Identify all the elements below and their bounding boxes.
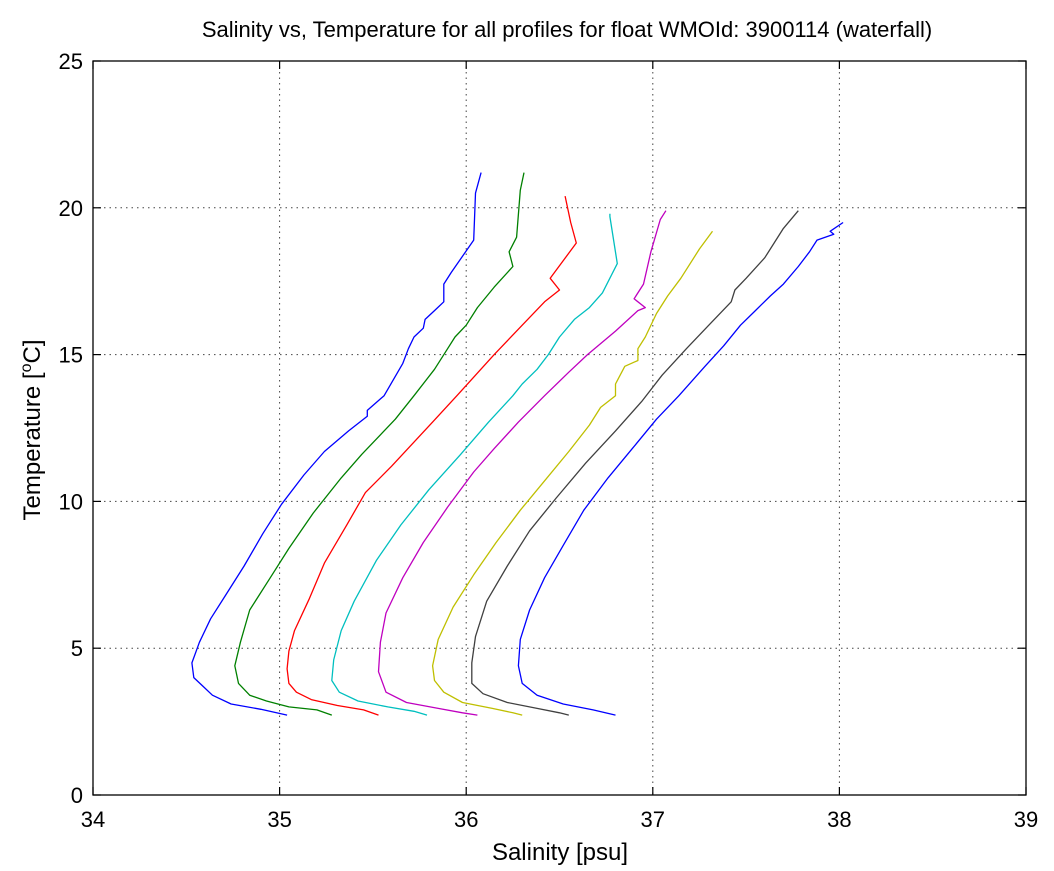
series-line-3 <box>286 195 577 716</box>
y-tick-label: 15 <box>59 343 83 368</box>
y-axis-label-sup: o <box>18 363 35 372</box>
x-axis-label: Salinity [psu] <box>492 839 628 866</box>
y-tick-label: 25 <box>59 49 83 74</box>
y-tick-label: 0 <box>71 783 83 808</box>
series-line-1 <box>191 172 482 716</box>
x-tick-label: 36 <box>454 807 478 832</box>
series-line-7 <box>471 210 799 716</box>
series-line-2 <box>234 172 525 716</box>
x-tick-label: 39 <box>1014 807 1038 832</box>
series-group <box>191 172 844 716</box>
y-axis-label-main: Temperature [ <box>19 372 46 520</box>
series-line-4 <box>331 213 618 716</box>
x-tick-label: 35 <box>267 807 291 832</box>
grid <box>93 61 1026 795</box>
y-axis-label: Temperature [oC] <box>18 340 46 521</box>
y-tick-label: 5 <box>71 636 83 661</box>
y-axis-label-tail: C] <box>19 340 46 364</box>
x-tick-labels: 34 35 36 37 38 39 <box>81 807 1038 832</box>
x-tick-label: 38 <box>827 807 851 832</box>
chart-title: Salinity vs, Temperature for all profile… <box>202 17 932 42</box>
series-line-6 <box>431 230 714 716</box>
series-line-5 <box>377 210 667 716</box>
x-tick-label: 34 <box>81 807 105 832</box>
y-tick-label: 10 <box>59 489 83 514</box>
y-tick-labels: 0 5 10 15 20 25 <box>59 49 83 808</box>
y-tick-label: 20 <box>59 196 83 221</box>
series-line-8 <box>517 221 844 716</box>
axis-ticks <box>92 60 1027 796</box>
x-tick-label: 37 <box>641 807 665 832</box>
plot-frame <box>92 60 1027 796</box>
